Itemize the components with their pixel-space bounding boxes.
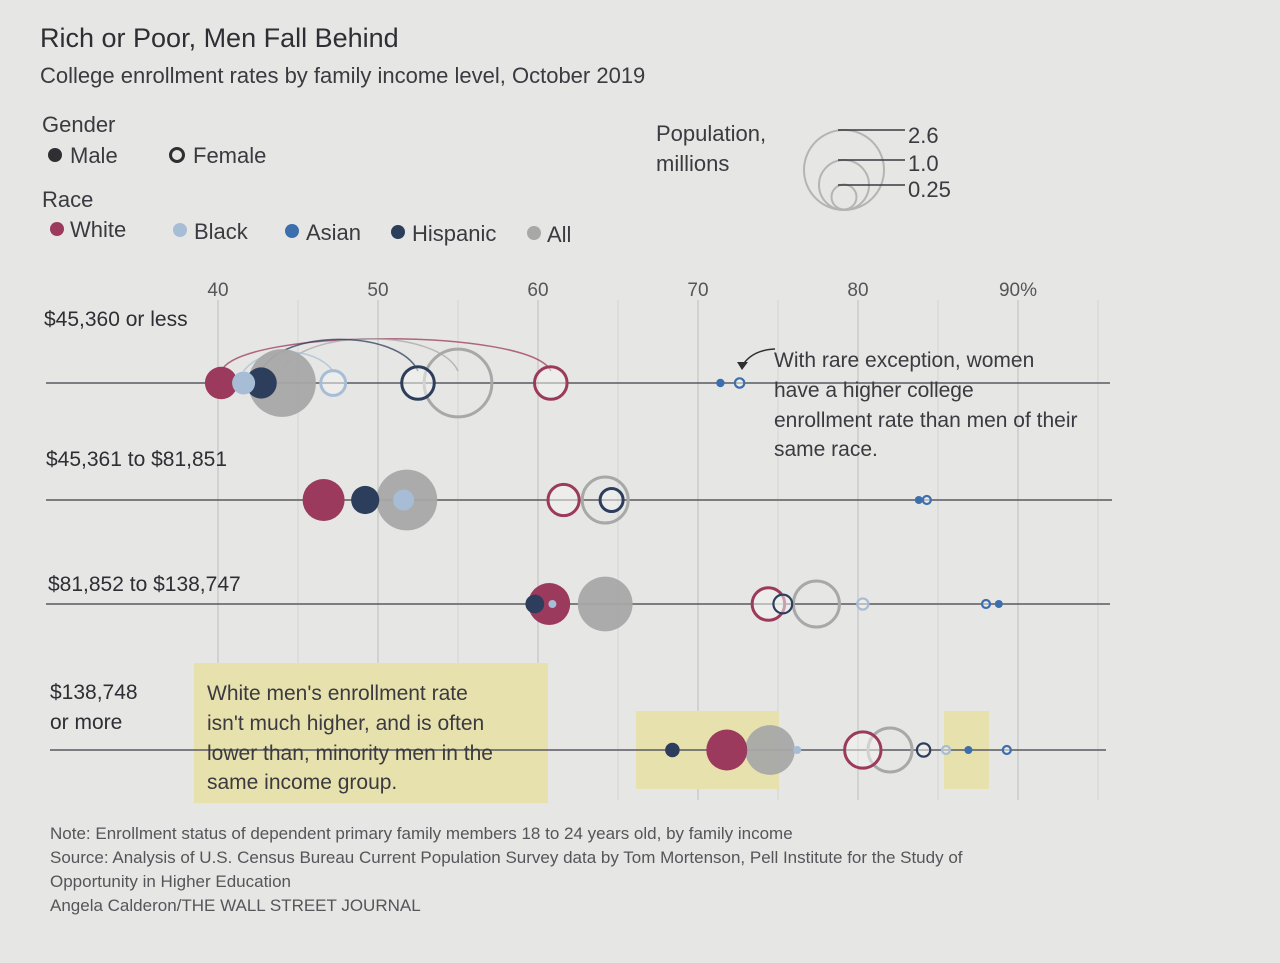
legend-asian-marker — [285, 224, 299, 238]
bubble-band1-asian-male — [716, 378, 725, 388]
bubble-band2-white-female — [546, 482, 581, 518]
band-label-4-line1: $138,748 — [50, 681, 138, 704]
chart-subtitle: College enrollment rates by family incom… — [40, 63, 645, 88]
bubble-band1-black-female — [319, 369, 348, 397]
bubble-band1-white-male — [204, 366, 238, 400]
legend-white-marker — [50, 222, 64, 236]
bubble-band2-black-male — [393, 489, 415, 511]
legend-population-title-2: millions — [656, 151, 729, 176]
tick-label-60: 60 — [527, 280, 548, 301]
legend-male-label: Male — [70, 143, 118, 168]
bubble-band4-hispanic-male — [665, 742, 680, 758]
annotation-2-line-1: White men's enrollment rate — [207, 682, 468, 705]
annotation-white-men: White men's enrollment rate isn't much h… — [207, 682, 493, 794]
legend-race: Race White Black Asian Hispanic All — [42, 187, 571, 247]
legend-gender-title: Gender — [42, 112, 115, 137]
band-label-4-line2: or more — [50, 711, 122, 734]
bubble-band1-all-male — [248, 349, 316, 417]
bubble-band1-black-male — [232, 371, 256, 395]
annotation-1-line-4: same race. — [774, 438, 878, 461]
x-axis-ticks: 40 50 60 70 80 90% — [207, 280, 1037, 301]
legend-all-marker — [527, 226, 541, 240]
legend-size-0-25-label: 0.25 — [908, 177, 951, 202]
footer-credit: Angela Calderon/THE WALL STREET JOURNAL — [50, 896, 421, 915]
bubble-band2-hispanic-male — [351, 485, 380, 515]
band-label-2: $45,361 to $81,851 — [46, 448, 227, 471]
legend-gender: Gender Male Female — [42, 112, 266, 168]
bubble-band2-white-male — [302, 479, 345, 521]
footer: Note: Enrollment status of dependent pri… — [50, 824, 963, 915]
tick-label-80: 80 — [847, 280, 868, 301]
legend-size-2-6-label: 2.6 — [908, 123, 939, 148]
annotation-2-line-2: isn't much higher, and is often — [207, 712, 484, 735]
tick-label-70: 70 — [687, 280, 708, 301]
footer-source-1: Source: Analysis of U.S. Census Bureau C… — [50, 848, 963, 867]
tick-label-40: 40 — [207, 280, 228, 301]
legend-size-1-0-label: 1.0 — [908, 151, 939, 176]
band-label-1: $45,360 or less — [44, 308, 188, 331]
bubble-band4-hispanic-female — [915, 742, 932, 758]
legend-hispanic-label: Hispanic — [412, 221, 496, 246]
bubble-band3-black-male — [548, 600, 557, 608]
annotation-1-line-1: With rare exception, women — [774, 349, 1034, 372]
band-label-3: $81,852 to $138,747 — [48, 573, 241, 596]
bubble-band2-asian-female — [921, 494, 932, 506]
bubbles — [204, 347, 1012, 775]
legend-female-label: Female — [193, 143, 266, 168]
bubble-band4-white-male — [706, 729, 748, 771]
bubble-band1-white-female — [533, 365, 569, 401]
bubble-band3-all-female — [791, 579, 841, 629]
bubble-band4-all-male — [745, 725, 795, 775]
bubble-band3-asian-female — [980, 598, 992, 610]
tick-label-50: 50 — [367, 280, 388, 301]
bubble-band3-all-male — [577, 576, 633, 632]
bubble-band3-hispanic-male — [525, 594, 545, 614]
legend-male-marker — [48, 148, 62, 162]
legend-black-marker — [173, 223, 187, 237]
footer-source-2: Opportunity in Higher Education — [50, 872, 291, 891]
annotation-arrow — [741, 348, 776, 367]
bubble-band2-hispanic-female — [598, 486, 625, 514]
legend-race-title: Race — [42, 187, 93, 212]
legend-white-label: White — [70, 217, 126, 242]
annotation-highlight-box — [194, 663, 548, 803]
legend-female-marker — [169, 147, 185, 163]
bubble-band4-white-female — [843, 730, 883, 770]
annotation-2-line-3: lower than, minority men in the — [207, 742, 493, 765]
legend-asian-label: Asian — [306, 220, 361, 245]
legend-size-0-25 — [830, 183, 858, 211]
bubble-band1-hispanic-male — [245, 367, 277, 399]
bubble-band3-hispanic-female — [772, 593, 794, 615]
bubble-band4-asian-female — [1001, 744, 1012, 756]
bubble-band4-black-female — [940, 744, 952, 756]
legend-all-label: All — [547, 222, 571, 247]
legend-black-label: Black — [194, 219, 249, 244]
legend-hispanic-marker — [391, 225, 405, 239]
annotation-1-line-2: have a higher college — [774, 379, 974, 402]
bubble-band4-black-male — [793, 746, 802, 754]
annotation-1-line-3: enrollment rate than men of their — [774, 409, 1078, 432]
footer-note: Note: Enrollment status of dependent pri… — [50, 824, 793, 843]
annotation-arrowhead — [737, 362, 748, 370]
bubble-band3-asian-male — [994, 600, 1003, 608]
bubble-band1-hispanic-female — [400, 365, 436, 401]
tick-label-90: 90% — [999, 280, 1037, 301]
annotation-2-line-4: same income group. — [207, 771, 397, 794]
bubble-band4-asian-male — [964, 746, 973, 754]
legend-size-2-6 — [803, 129, 885, 211]
bubble-band2-asian-male — [914, 496, 923, 504]
legend-population: Population, millions 2.6 1.0 0.25 — [656, 121, 951, 211]
bubble-band1-asian-female — [733, 377, 746, 389]
bubble-band3-black-female — [856, 597, 870, 611]
bubble-band2-all-female — [580, 475, 630, 525]
chart-title: Rich or Poor, Men Fall Behind — [40, 23, 399, 53]
legend-population-title-1: Population, — [656, 121, 766, 146]
annotation-women-higher: With rare exception, women have a higher… — [737, 348, 1078, 461]
